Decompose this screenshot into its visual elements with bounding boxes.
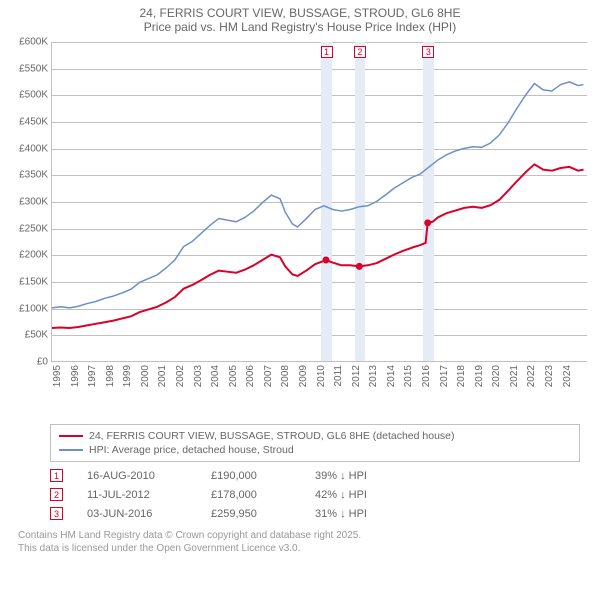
- series-svg: [52, 42, 587, 361]
- sale-row: 3 03-JUN-2016 £259,950 31% ↓ HPI: [50, 504, 600, 523]
- x-axis-label: 2021: [509, 365, 520, 387]
- x-axis-label: 2022: [526, 365, 537, 387]
- sale-hpi-delta: 31% ↓ HPI: [315, 508, 367, 520]
- x-axis-label: 2016: [421, 365, 432, 387]
- sale-date: 03-JUN-2016: [87, 508, 187, 520]
- legend-swatch: [59, 449, 83, 451]
- footer-line-1: Contains HM Land Registry data © Crown c…: [18, 529, 600, 542]
- x-axis-label: 2002: [175, 365, 186, 387]
- x-axis-label: 1999: [122, 365, 133, 387]
- x-axis-label: 2001: [157, 365, 168, 387]
- x-axis-label: 2006: [245, 365, 256, 387]
- x-axis-label: 1998: [105, 365, 116, 387]
- x-axis-label: 2008: [280, 365, 291, 387]
- sale-row: 2 11-JUL-2012 £178,000 42% ↓ HPI: [50, 485, 600, 504]
- sale-marker-label: 2: [354, 46, 366, 58]
- legend-item: 24, FERRIS COURT VIEW, BUSSAGE, STROUD, …: [59, 429, 571, 443]
- legend-swatch: [59, 435, 83, 437]
- x-axis-label: 2018: [456, 365, 467, 387]
- sale-price: £259,950: [211, 508, 291, 520]
- sale-hpi-delta: 42% ↓ HPI: [315, 489, 367, 501]
- sale-point: [356, 263, 363, 270]
- y-axis-label: £300K: [19, 197, 48, 208]
- x-axis-label: 2000: [140, 365, 151, 387]
- y-axis-label: £400K: [19, 143, 48, 154]
- x-axis-label: 1997: [87, 365, 98, 387]
- x-axis-label: 2024: [562, 365, 573, 387]
- sale-point: [322, 257, 329, 264]
- y-axis-label: £450K: [19, 117, 48, 128]
- chart-container: 24, FERRIS COURT VIEW, BUSSAGE, STROUD, …: [0, 0, 600, 590]
- sale-row: 1 16-AUG-2010 £190,000 39% ↓ HPI: [50, 466, 600, 485]
- y-axis-label: £350K: [19, 170, 48, 181]
- sale-marker-label: 1: [321, 46, 333, 58]
- x-axis-label: 2017: [439, 365, 450, 387]
- x-axis-label: 1995: [52, 365, 63, 387]
- sale-price: £178,000: [211, 489, 291, 501]
- footer-line-2: This data is licensed under the Open Gov…: [18, 542, 600, 555]
- legend-item: HPI: Average price, detached house, Stro…: [59, 443, 571, 457]
- x-axis-label: 2019: [474, 365, 485, 387]
- x-axis-label: 2011: [333, 365, 344, 387]
- y-axis-label: £600K: [19, 37, 48, 48]
- sale-hpi-delta: 39% ↓ HPI: [315, 470, 367, 482]
- sale-marker: 1: [50, 469, 63, 482]
- y-axis-label: £0: [37, 357, 48, 368]
- chart-area: £0 £50K £100K £150K £200K £250K £300K £350K £400…: [5, 36, 595, 416]
- legend-label: HPI: Average price, detached house, Stro…: [89, 444, 294, 456]
- sale-marker: 2: [50, 488, 63, 501]
- x-axis-label: 2003: [193, 365, 204, 387]
- series-property: [52, 164, 584, 328]
- plot-area: £0£50K£100K£150K£200K£250K£300K£350K£400…: [51, 42, 587, 362]
- y-axis-label: £200K: [19, 250, 48, 261]
- x-axis-label: 2009: [298, 365, 309, 387]
- x-axis-label: 2015: [403, 365, 414, 387]
- y-axis-label: £50K: [25, 330, 48, 341]
- y-axis-label: £500K: [19, 90, 48, 101]
- sale-point: [424, 219, 431, 226]
- x-axis-label: 2012: [351, 365, 362, 387]
- sale-marker: 3: [50, 507, 63, 520]
- title-line-1: 24, FERRIS COURT VIEW, BUSSAGE, STROUD, …: [0, 6, 600, 20]
- x-axis-label: 2023: [544, 365, 555, 387]
- title-line-2: Price paid vs. HM Land Registry's House …: [0, 20, 600, 34]
- x-axis-label: 1996: [70, 365, 81, 387]
- sales-table: 1 16-AUG-2010 £190,000 39% ↓ HPI 2 11-JUL-201…: [50, 466, 600, 523]
- legend-label: 24, FERRIS COURT VIEW, BUSSAGE, STROUD, …: [89, 430, 455, 442]
- legend: 24, FERRIS COURT VIEW, BUSSAGE, STROUD, …: [50, 424, 580, 462]
- y-axis-label: £550K: [19, 63, 48, 74]
- sale-date: 16-AUG-2010: [87, 470, 187, 482]
- x-axis-label: 2005: [228, 365, 239, 387]
- footer-attribution: Contains HM Land Registry data © Crown c…: [18, 529, 600, 555]
- sale-price: £190,000: [211, 470, 291, 482]
- chart-title: 24, FERRIS COURT VIEW, BUSSAGE, STROUD, …: [0, 0, 600, 36]
- x-axis-label: 2007: [263, 365, 274, 387]
- x-axis-label: 2014: [386, 365, 397, 387]
- y-axis-label: £150K: [19, 277, 48, 288]
- x-axis-label: 2020: [491, 365, 502, 387]
- sale-marker-label: 3: [422, 46, 434, 58]
- x-axis-label: 2004: [210, 365, 221, 387]
- y-axis-label: £250K: [19, 223, 48, 234]
- x-axis-label: 2013: [368, 365, 379, 387]
- x-axis-label: 2010: [316, 365, 327, 387]
- y-axis-label: £100K: [19, 303, 48, 314]
- sale-date: 11-JUL-2012: [87, 489, 187, 501]
